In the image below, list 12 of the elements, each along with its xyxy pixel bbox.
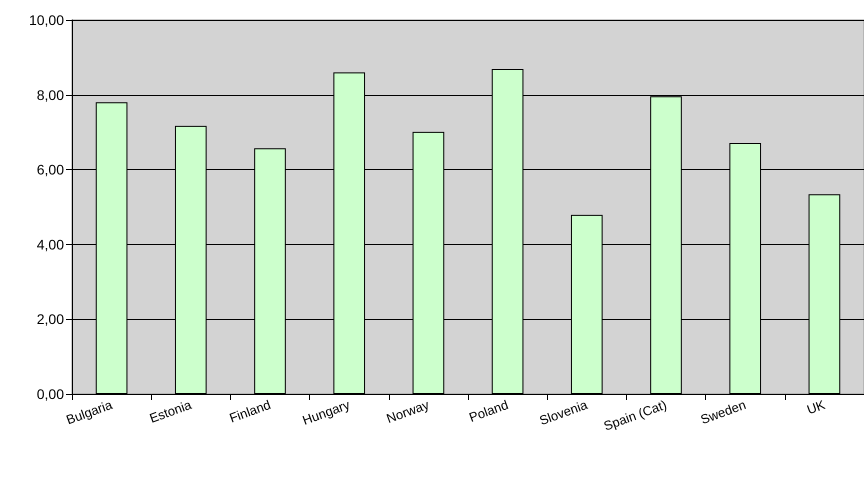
x-tick-label: Bulgaria	[64, 396, 115, 428]
y-tick-label: 6,00	[36, 162, 64, 178]
y-tick-label: 0,00	[36, 386, 64, 402]
x-tick-label: Spain (Cat)	[602, 396, 669, 434]
x-tick-label: UK	[804, 396, 828, 418]
x-tick-label: Sweden	[698, 396, 748, 428]
x-tick-label: Norway	[384, 396, 432, 426]
y-tick-label: 8,00	[36, 86, 64, 103]
y-tick-label: 2,00	[36, 311, 64, 328]
y-tick-label: 10,00	[28, 12, 64, 28]
y-tick-label: 4,00	[36, 236, 64, 252]
x-tick-label: Estonia	[147, 396, 194, 426]
